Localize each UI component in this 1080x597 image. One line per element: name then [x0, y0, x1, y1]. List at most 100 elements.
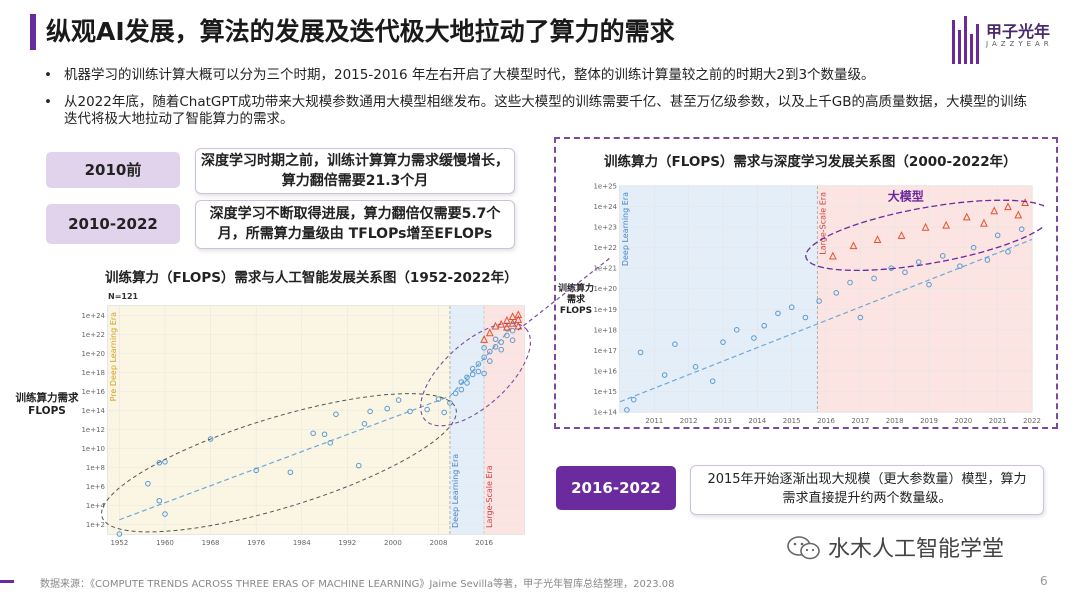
x-tick-label: 2013: [714, 417, 732, 425]
desc-line: 2015年开始逐渐出现大规模（更大参数量）模型，算力: [707, 472, 1027, 487]
data-point: [253, 467, 259, 474]
y-tick-label: 1e+20: [81, 350, 105, 358]
desc-line: 算力翻倍需要21.3个月: [281, 173, 429, 189]
desc-line: 深度学习时期之前，训练计算算力需求缓慢增长，: [201, 153, 509, 169]
bullet-1: • 机器学习的训练计算大概可以分为三个时期，2015-2016 年左右开启了大模…: [44, 66, 1054, 84]
logo: [946, 14, 1066, 64]
data-point: [1018, 226, 1025, 232]
data-point: [435, 396, 442, 402]
data-point: [333, 411, 339, 418]
x-tick-label: 2011: [645, 417, 663, 425]
y-tick-label: 1e+16: [81, 388, 105, 396]
data-point: [487, 348, 493, 355]
data-point: [833, 290, 840, 296]
x-tick-label: 2020: [954, 417, 972, 425]
data-point: [733, 327, 740, 333]
desc-line: 月，所需算力量级由 TFLOPs增至EFLOPs: [217, 226, 493, 242]
data-point: [509, 327, 516, 334]
x-tick-label: 2014: [748, 417, 766, 425]
bullet-text: 从2022年底，随着ChatGPT成功带来大规模参数通用大模型相继发布。这些大模…: [64, 94, 1027, 110]
data-point: [145, 480, 151, 487]
data-point: [504, 332, 510, 339]
y-tick-label: 1e+21: [593, 265, 617, 273]
y-tick-label: 1e+6: [86, 483, 106, 491]
data-point: [321, 431, 328, 438]
y-tick-label: 1e+8: [86, 464, 105, 472]
era-label: Large-Scale Era: [485, 465, 494, 528]
y-tick-label: 1e+10: [81, 445, 105, 453]
watermark-text: 水木人工智能学堂: [828, 537, 1005, 562]
y-tick-label: 1e+12: [81, 426, 105, 434]
y-tick-label: 1e+4: [86, 502, 106, 510]
y-tick-label: 1e+16: [593, 367, 617, 375]
wechat-icon: [787, 536, 820, 560]
data-point: [498, 339, 505, 345]
data-point: [761, 322, 767, 329]
period-label-2016-2022: 2016-2022: [556, 466, 676, 510]
data-point: [487, 358, 493, 364]
data-point: [672, 341, 678, 347]
ylabel-line: FLOPS: [28, 405, 66, 417]
left-chart-title: 训练算力（FLOPS）需求与人工智能发展关系图（1952-2022年）: [105, 270, 518, 286]
x-tick-label: 1992: [338, 539, 356, 547]
page-title: 纵观AI发展，算法的发展及迭代极大地拉动了算力的需求: [46, 17, 675, 46]
bullet-2: • 从2022年底，随着ChatGPT成功带来大规模参数通用大模型相继发布。这些…: [44, 93, 1064, 111]
x-tick-label: 1960: [156, 539, 174, 547]
ylabel-line: 需求: [566, 295, 585, 305]
data-point: [162, 511, 168, 517]
footer-source: 数据来源：《COMPUTE TRENDS ACROSS THREE ERAS O…: [40, 579, 675, 590]
data-point-large-scale: [980, 218, 988, 227]
dl-ellipse: [420, 322, 531, 427]
data-point: [447, 400, 453, 406]
y-tick-label: 1e+24: [81, 312, 105, 320]
data-point: [156, 497, 163, 504]
y-tick-label: 1e+19: [593, 306, 617, 314]
data-point: [994, 232, 1001, 239]
x-tick-label: 2008: [430, 539, 448, 547]
data-point: [984, 257, 991, 263]
era-label: Large-Scale Era: [818, 192, 827, 255]
data-point-large-scale: [942, 220, 951, 229]
data-point: [926, 281, 932, 288]
y-tick-label: 1e+18: [81, 369, 105, 377]
ylabel-line: FLOPS: [559, 306, 593, 316]
logo-text: 甲子光年: [986, 22, 1051, 41]
x-tick-label: 2015: [783, 417, 801, 425]
data-point: [902, 269, 908, 276]
era-label: Deep Learning Era: [451, 454, 460, 528]
era-label: Pre Deep Learning Era: [109, 312, 118, 402]
footer-accent: [0, 580, 14, 583]
y-tick-label: 1e+25: [593, 183, 617, 191]
era-band-0: [620, 186, 818, 412]
era-band-1: [817, 186, 1032, 412]
data-point: [939, 253, 946, 259]
data-point-large-scale: [514, 310, 523, 319]
period-label-pre2010: 2010前: [46, 152, 180, 188]
period-desc-pre2010: 深度学习时期之前，训练计算算力需求缓慢增长， 算力翻倍需要21.3个月: [195, 148, 515, 194]
data-point: [310, 430, 316, 437]
right-chart-title: 训练算力（FLOPS）需求与深度学习发展关系图（2000-2022年）: [604, 154, 1017, 170]
data-point: [857, 314, 864, 321]
period-desc-2010-2022: 深度学习不断取得进展，算力翻倍仅需要5.7个 月，所需算力量级由 TFLOPs增…: [195, 200, 515, 249]
data-point: [441, 409, 448, 416]
right-scatter-chart: 1e+25 1e+24 1e+23 1e+22 1e+21 1e+20 1e+19 1e+18…: [593, 183, 1044, 425]
ylabel-line: 训练算力: [557, 284, 594, 294]
data-point: [475, 361, 482, 367]
large-model-annotation: 大模型: [888, 188, 924, 203]
right-chart-frame: [554, 137, 1058, 429]
trend-line: [119, 319, 519, 521]
n-count-label: N=121: [108, 292, 139, 301]
logo-subtext: JAZZYEAR: [986, 40, 1053, 48]
data-point: [492, 336, 499, 343]
y-tick-label: 1e+18: [593, 326, 617, 334]
data-point-large-scale: [480, 335, 489, 343]
data-point: [355, 462, 362, 469]
bullet-dot-icon: •: [44, 67, 52, 83]
data-point-large-scale: [873, 235, 882, 244]
data-point: [970, 244, 977, 251]
x-tick-label: 2012: [680, 417, 698, 425]
data-point: [509, 337, 516, 344]
era-label: Deep Learning Era: [621, 192, 630, 266]
data-point: [847, 279, 853, 286]
data-point: [775, 310, 781, 317]
